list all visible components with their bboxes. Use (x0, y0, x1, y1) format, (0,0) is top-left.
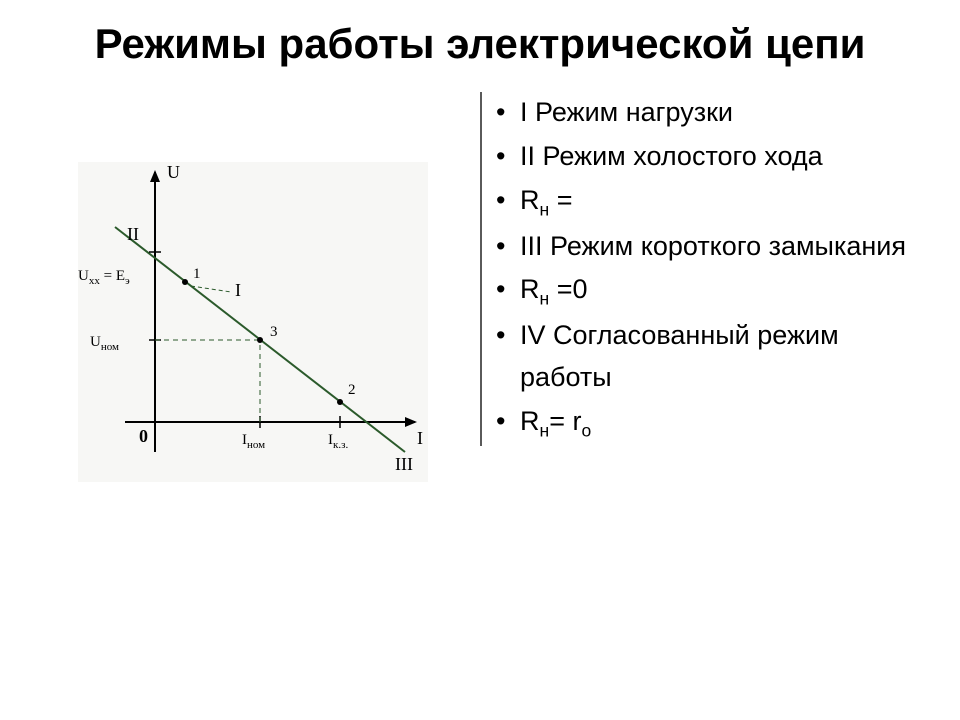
bullet-text: IV Согласованный режим работы (520, 320, 839, 392)
bullet-item: Rн= rо (520, 401, 920, 445)
bullet-item: Rн = (520, 180, 920, 224)
page-title: Режимы работы электрической цепи (40, 20, 920, 68)
bullet-item: I Режим нагрузки (520, 92, 920, 134)
svg-text:3: 3 (270, 324, 278, 340)
subscript: н (540, 420, 550, 440)
bullet-item: IV Согласованный режим работы (520, 315, 920, 399)
bullet-item: Rн =0 (520, 269, 920, 313)
chart-column: UI0IIIIIUхх = EэUномIномIк.з.I123 (40, 92, 460, 492)
bullet-list: I Режим нагрузки II Режим холостого хода… (480, 92, 920, 446)
subscript: н (540, 289, 550, 309)
bullet-item: II Режим холостого хода (520, 136, 920, 178)
chart-container: UI0IIIIIUхх = EэUномIномIк.з.I123 (60, 152, 440, 492)
bullet-item: III Режим короткого замыкания (520, 226, 920, 268)
bullet-text: R (520, 185, 540, 215)
bullet-text: III Режим короткого замыкания (520, 231, 906, 261)
svg-text:1: 1 (193, 266, 201, 282)
bullet-text: II Режим холостого хода (520, 141, 823, 171)
subscript: н (540, 199, 550, 219)
svg-text:0: 0 (139, 426, 148, 446)
bullet-text: R (520, 406, 540, 436)
slide: Режимы работы электрической цепи UI0IIII… (0, 0, 960, 720)
chart-svg: UI0IIIIIUхх = EэUномIномIк.з.I123 (60, 152, 440, 492)
subscript: о (581, 420, 591, 440)
svg-text:I: I (235, 280, 241, 300)
bullet-text: = r (549, 406, 581, 436)
bullet-text: R (520, 274, 540, 304)
svg-text:I: I (417, 428, 423, 448)
bullet-text: I Режим нагрузки (520, 97, 733, 127)
bullet-text: =0 (549, 274, 587, 304)
bullet-text: = (549, 185, 572, 215)
svg-text:II: II (127, 224, 139, 244)
content-row: UI0IIIIIUхх = EэUномIномIк.з.I123 I Режи… (40, 92, 920, 492)
svg-text:III: III (395, 454, 413, 474)
svg-text:U: U (167, 162, 180, 182)
svg-text:2: 2 (348, 382, 356, 398)
